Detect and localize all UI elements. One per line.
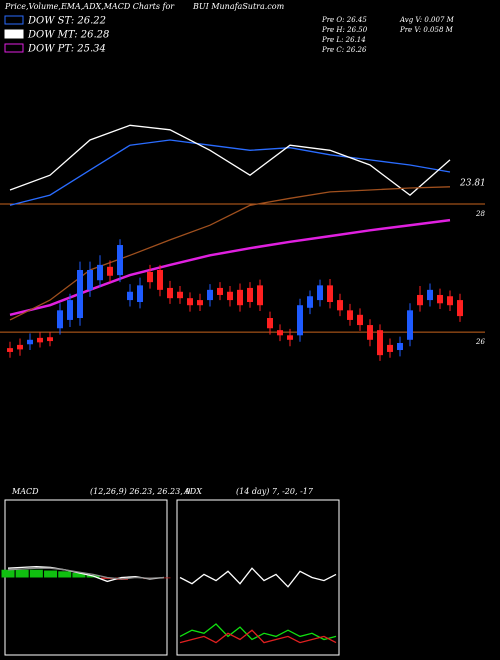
- candle-body: [317, 285, 323, 301]
- histogram-bar: [72, 572, 86, 578]
- histogram-bar: [29, 569, 43, 578]
- candle-body: [407, 310, 413, 340]
- chart-title: Price,Volume,EMA,ADX,MACD Charts for: [4, 2, 175, 11]
- candle-body: [387, 344, 393, 352]
- candle-body: [277, 330, 283, 336]
- candle-body: [187, 298, 193, 306]
- candle-body: [167, 287, 173, 299]
- histogram-bar: [58, 571, 72, 578]
- candle-body: [177, 291, 183, 299]
- candle-body: [297, 305, 303, 336]
- candle-body: [397, 342, 403, 351]
- adx-panel: [176, 499, 340, 656]
- legend-label: DOW PT: 25.34: [27, 44, 106, 55]
- annotation: 23.81: [459, 179, 486, 189]
- candle-body: [267, 318, 273, 329]
- line-series: [9, 186, 451, 321]
- line-series: [7, 567, 165, 580]
- candle-body: [427, 289, 433, 301]
- candle-body: [327, 285, 333, 303]
- candle-body: [57, 310, 63, 329]
- candle-body: [287, 335, 293, 340]
- candle-body: [97, 264, 103, 281]
- candle-body: [27, 339, 33, 345]
- candle-body: [377, 330, 383, 356]
- candle-body: [437, 294, 443, 304]
- candle-body: [47, 337, 53, 342]
- candle-body: [257, 285, 263, 306]
- legend-label: DOW MT: 26.28: [27, 30, 109, 41]
- candle-body: [337, 300, 343, 311]
- annotation: Pre L: 26.14: [321, 36, 366, 44]
- candle-body: [107, 266, 113, 276]
- candle-body: [17, 344, 23, 350]
- line-series: [9, 124, 451, 196]
- legend-label: DOW ST: 26.22: [27, 16, 106, 27]
- candle-body: [147, 271, 153, 283]
- candle-body: [137, 285, 143, 303]
- candle-body: [247, 287, 253, 303]
- adx-title: ADX: [183, 487, 202, 496]
- candle-body: [217, 287, 223, 295]
- legend-swatch: [4, 29, 24, 39]
- candle-body: [37, 337, 43, 343]
- candle-body: [447, 296, 453, 306]
- y-tick-label: 26: [475, 338, 485, 346]
- candle-body: [357, 314, 363, 326]
- line-series: [179, 567, 337, 588]
- candle-body: [77, 270, 83, 319]
- annotation: Pre V: 0.058 M: [399, 26, 454, 34]
- histogram-bar: [15, 569, 29, 578]
- annotation: Pre O: 26.45: [321, 16, 367, 24]
- legend-swatch: [4, 43, 24, 53]
- candle-body: [347, 310, 353, 320]
- candle-body: [117, 245, 123, 276]
- chart-subtitle: BUI MunafaSutra.com: [192, 2, 285, 11]
- annotation: Pre C: 26.26: [321, 46, 367, 54]
- candle-body: [67, 300, 73, 320]
- macd-title: MACD: [11, 487, 39, 496]
- candle-body: [87, 270, 93, 290]
- candle-body: [417, 294, 423, 306]
- candle-body: [457, 300, 463, 317]
- line-series: [9, 218, 451, 317]
- histogram-bar: [44, 570, 58, 578]
- macd-params: (12,26,9) 26.23, 26.23, 0: [90, 487, 190, 496]
- candle-body: [307, 296, 313, 308]
- candle-body: [237, 289, 243, 306]
- candle-body: [7, 348, 13, 352]
- line-series: [9, 139, 451, 206]
- line-series: [179, 629, 337, 644]
- y-tick-label: 28: [475, 210, 485, 218]
- histogram-bar: [1, 569, 15, 578]
- adx-params: (14 day) 7, -20, -17: [236, 487, 314, 496]
- candle-body: [197, 300, 203, 306]
- annotation: Pre H: 26.50: [321, 26, 368, 34]
- annotation: Avg V: 0.007 M: [399, 16, 455, 24]
- candle-body: [157, 270, 163, 290]
- candle-body: [367, 325, 373, 340]
- candle-body: [227, 291, 233, 301]
- legend-swatch: [4, 15, 24, 25]
- candle-body: [207, 289, 213, 301]
- histogram-bar: [100, 577, 114, 580]
- candle-body: [127, 291, 133, 301]
